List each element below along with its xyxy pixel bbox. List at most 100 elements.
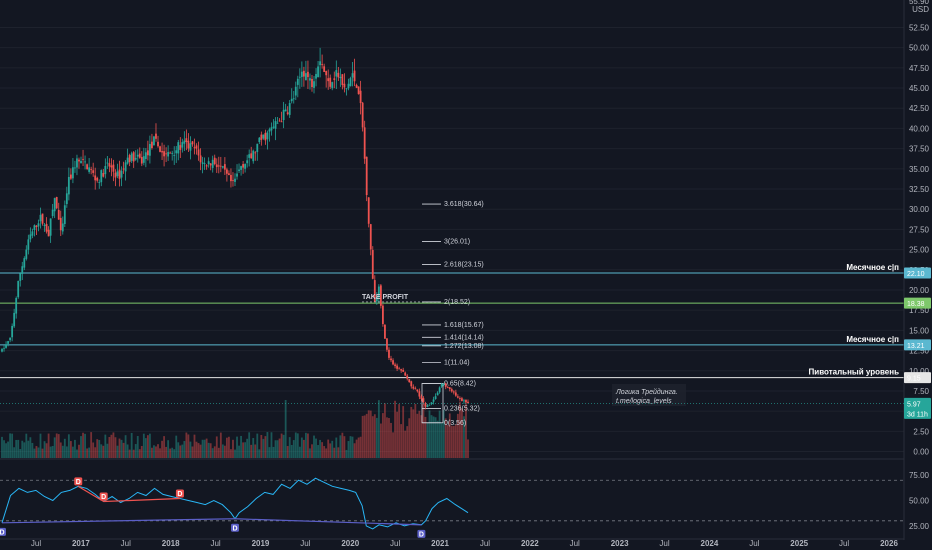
- volume-bar: [266, 432, 269, 458]
- volume-bar: [410, 406, 413, 458]
- candle-body: [104, 165, 107, 175]
- candle-body: [375, 296, 378, 302]
- candle-body: [321, 64, 324, 65]
- candle-body: [21, 266, 24, 274]
- candle-body: [61, 223, 64, 232]
- volume-bar: [136, 436, 139, 458]
- candle-body: [280, 121, 283, 123]
- volume-bar: [215, 436, 218, 458]
- fib-label: 3.618(30.64): [444, 201, 484, 208]
- fib-label: 1.618(15.67): [444, 322, 484, 329]
- fib-label: 3(26.01): [444, 238, 470, 245]
- candle-body: [242, 164, 245, 168]
- volume-bar: [244, 442, 247, 458]
- volume-bar: [315, 438, 317, 458]
- candle-body: [108, 163, 111, 167]
- candle-body: [223, 164, 226, 170]
- volume-bars: [1, 399, 469, 458]
- fibonacci-extension[interactable]: 3.618(30.64) 3(26.01) 2.618(23.15) 2(18.52)…: [421, 201, 484, 427]
- volume-bar: [290, 445, 293, 458]
- horizontal-levels[interactable]: Месячное с|п Месячное с|п Пивотальный уров…: [0, 263, 904, 379]
- candle-body: [124, 162, 127, 172]
- volume-bar: [53, 437, 56, 458]
- volume-bar: [288, 437, 291, 458]
- candle-body: [250, 153, 253, 159]
- volume-bar: [130, 432, 133, 458]
- volume-bar: [159, 448, 161, 458]
- candle-body: [270, 127, 273, 131]
- candle-body: [361, 102, 364, 128]
- candle-body: [440, 384, 443, 387]
- candle-body: [402, 369, 405, 372]
- volume-bar: [69, 441, 72, 458]
- volume-bar: [144, 438, 147, 458]
- volume-bar: [43, 441, 46, 458]
- candle-body: [430, 402, 433, 404]
- candle-body: [382, 305, 384, 324]
- candle-body: [126, 157, 129, 164]
- annotations[interactable]: TAKE PROFIT Логика Трейдинга. t.me/logica_…: [362, 294, 686, 406]
- volume-bar: [438, 410, 441, 458]
- currency-label: USD: [912, 5, 929, 14]
- volume-bar: [404, 430, 407, 458]
- time-tick-label: 2018: [162, 539, 180, 548]
- candle-body: [203, 163, 206, 165]
- candle-body: [349, 78, 352, 87]
- volume-bar: [205, 438, 208, 458]
- volume-bar: [454, 424, 457, 458]
- volume-bar: [436, 420, 439, 458]
- volume-bar: [15, 439, 18, 458]
- volume-bar: [78, 444, 80, 458]
- bull-divergence-marker-label: D: [0, 529, 5, 536]
- time-tick-label: 2026: [880, 539, 898, 548]
- price-tick-label: 35.00: [909, 165, 930, 174]
- volume-bar: [90, 432, 93, 458]
- volume-bar: [47, 433, 50, 458]
- candle-body: [379, 285, 382, 306]
- price-tick-label: 7.50: [913, 387, 929, 396]
- volume-bar: [88, 447, 91, 458]
- candle-body: [195, 145, 198, 149]
- time-tick-label: Jul: [659, 539, 669, 548]
- volume-bar: [155, 446, 157, 458]
- candle-body: [390, 358, 392, 361]
- candle-body: [185, 138, 188, 143]
- volume-bar: [426, 422, 429, 458]
- volume-bar: [126, 444, 129, 458]
- price-tick-label: 12.50: [909, 347, 930, 356]
- candle-body: [80, 160, 82, 164]
- volume-bar: [142, 433, 145, 458]
- volume-bar: [1, 436, 3, 458]
- candle-body: [175, 150, 178, 154]
- volume-bar: [450, 425, 453, 458]
- candle-body: [57, 210, 60, 220]
- volume-bar: [424, 416, 427, 458]
- candle-body: [88, 167, 91, 172]
- bear-divergence-marker: [175, 489, 184, 498]
- candle-body: [406, 375, 409, 379]
- candle-body: [422, 398, 425, 403]
- candle-body: [365, 156, 368, 196]
- candle-body: [153, 136, 155, 146]
- volume-bar: [98, 439, 101, 458]
- volume-bar: [25, 433, 28, 458]
- candle-body: [278, 120, 281, 122]
- time-axis[interactable]: Jul 2017 Jul 2018 Jul 2019 Jul 2020 Jul 2021 Jul 20…: [0, 538, 904, 548]
- candle-body: [19, 273, 22, 281]
- candle-body: [384, 324, 386, 339]
- volume-bar: [17, 439, 20, 458]
- candle-body: [120, 170, 123, 178]
- time-tick-label: 2019: [252, 539, 270, 548]
- candle-body: [7, 341, 9, 344]
- candle-body: [420, 396, 423, 399]
- candle-body: [254, 152, 257, 154]
- candle-body: [369, 224, 372, 250]
- candle-body: [213, 157, 216, 165]
- candle-body: [15, 298, 18, 314]
- fib-label: 1(11.04): [444, 359, 470, 366]
- volume-bar: [319, 439, 321, 458]
- price-tick-label: 0.00: [913, 448, 929, 457]
- candle-body: [452, 391, 455, 393]
- volume-bar: [416, 413, 419, 458]
